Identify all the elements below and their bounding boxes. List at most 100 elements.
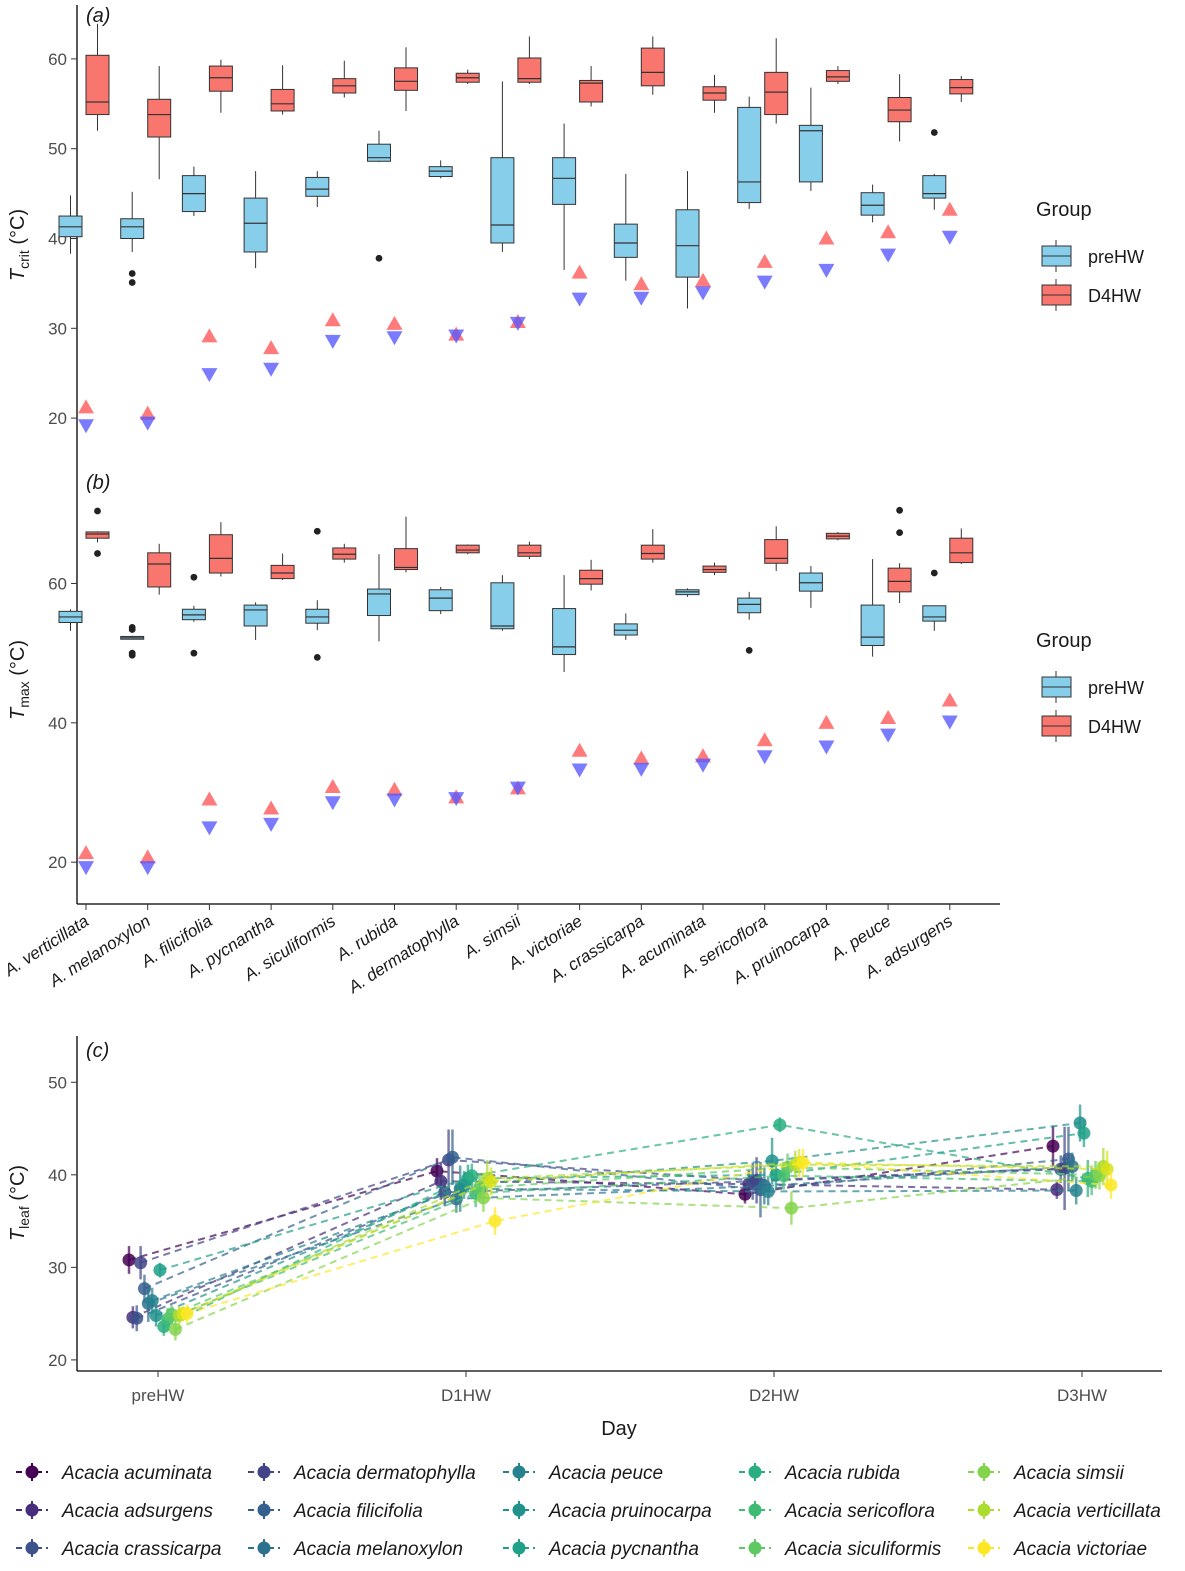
box-prehw: [860, 184, 885, 223]
y-label-main: T: [7, 267, 29, 281]
legend-label: Acacia dermatophylla: [293, 1463, 476, 1484]
marker-down: [263, 817, 280, 832]
box-d4hw: [85, 23, 110, 131]
box-d4hw: [394, 516, 418, 573]
legend-point: [25, 1465, 39, 1479]
box-rect: [764, 71, 789, 116]
series-line: [159, 1132, 1085, 1272]
box-d4hw: [949, 528, 974, 564]
y-tick-label: 50: [48, 140, 67, 159]
marker-down: [78, 861, 94, 876]
series-line: [148, 1165, 1073, 1305]
marker-up: [756, 732, 773, 747]
box-prehw: [120, 623, 145, 659]
marker-down: [941, 230, 958, 245]
box-rect: [949, 79, 974, 95]
marker-down: [324, 334, 341, 349]
marker-up: [201, 328, 218, 343]
marker-up: [571, 264, 588, 279]
data-point: [153, 1263, 167, 1277]
data-point: [1069, 1184, 1083, 1198]
series-line: [171, 1166, 1096, 1316]
panel-label: (c): [86, 1040, 109, 1062]
box-rect: [85, 531, 110, 539]
box-prehw: [675, 588, 700, 597]
marker-down: [263, 362, 280, 377]
legend-label: Acacia victoriae: [1013, 1539, 1147, 1560]
series-line: [155, 1121, 1081, 1317]
box-outlier: [896, 506, 903, 514]
x-tick-label: preHW: [132, 1386, 185, 1405]
box-d4hw: [332, 60, 357, 98]
box-d4hw: [887, 506, 912, 603]
box-prehw: [613, 613, 638, 640]
marker-up: [139, 849, 156, 864]
y-axis-label: Tmax (°C): [7, 640, 32, 720]
panel-b: 20 40 60 (b) Tmax (°C) Group preHW D4HW: [7, 472, 1144, 905]
marker-down: [509, 316, 526, 331]
marker-down: [201, 368, 218, 383]
box-d4hw: [394, 47, 418, 111]
marker-down: [571, 763, 588, 778]
marker-up: [78, 845, 94, 860]
x-tick-label: A. dermatophylla: [344, 911, 462, 997]
box-prehw: [367, 130, 391, 262]
box-rect: [579, 79, 604, 103]
data-point: [168, 1322, 182, 1336]
box-d4hw: [270, 65, 295, 115]
box-outlier: [930, 569, 938, 577]
y-tick-label: 50: [48, 1073, 67, 1092]
panel-c: 20 30 40 50 preHW D1HW D2HW D3HW Day (c) Tleaf (°C…: [7, 1036, 1162, 1440]
legend-point: [25, 1503, 39, 1517]
box-outlier: [128, 279, 136, 286]
data-point: [122, 1253, 136, 1267]
y-tick-label: 60: [48, 574, 67, 593]
box-outlier: [190, 649, 198, 657]
box-d4hw: [147, 543, 172, 595]
marker-down: [448, 329, 465, 344]
legend-title: Group: [1036, 630, 1092, 652]
data-point: [145, 1294, 159, 1308]
marker-down: [756, 750, 773, 765]
series-line: [182, 1161, 1108, 1315]
box-prehw: [58, 609, 83, 631]
data-point: [465, 1169, 479, 1183]
box-rect: [949, 537, 974, 564]
data-point: [130, 1311, 144, 1325]
box-prehw: [737, 591, 762, 654]
marker-down: [324, 796, 341, 811]
box-rect: [887, 567, 912, 593]
legend-point: [748, 1541, 762, 1555]
box-outlier: [94, 507, 101, 515]
box-prehw: [798, 87, 823, 191]
series: [172, 1147, 1110, 1325]
box-d4hw: [208, 59, 233, 113]
legend-label: Acacia peuce: [548, 1463, 663, 1484]
legend-point: [512, 1503, 526, 1517]
marker-down: [448, 792, 465, 807]
data-point: [1046, 1139, 1060, 1153]
marker-down: [139, 861, 156, 876]
box-rect: [640, 544, 665, 560]
legend-label: Acacia adsurgens: [61, 1501, 214, 1522]
box-outlier: [128, 651, 136, 659]
box-prehw: [305, 527, 330, 661]
box-prehw: [120, 191, 145, 286]
y-tick-label: 40: [48, 714, 67, 733]
legend-point: [748, 1503, 762, 1517]
box-outlier: [128, 626, 136, 633]
legend-label: Acacia crassicarpa: [61, 1539, 221, 1560]
series-line: [167, 1174, 1092, 1321]
marker-up: [386, 315, 403, 330]
box-rect: [394, 67, 418, 91]
box-d4hw: [640, 36, 665, 95]
box-prehw: [243, 171, 268, 269]
y-label-unit: (°C): [7, 209, 29, 250]
series: [149, 1104, 1087, 1327]
marker-down: [571, 292, 588, 307]
box-d4hw: [579, 66, 604, 107]
box-rect: [455, 544, 480, 554]
